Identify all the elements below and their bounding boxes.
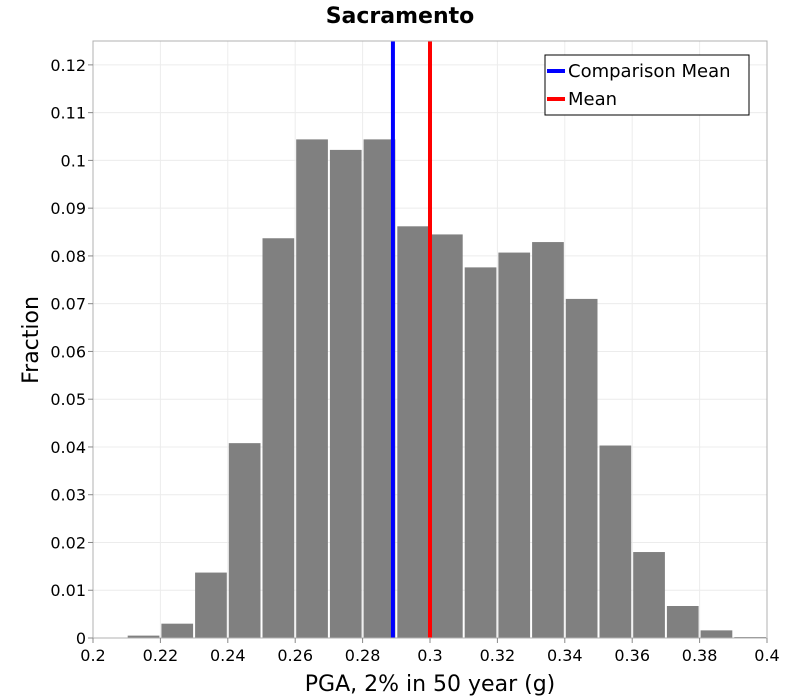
y-tick-label: 0.11 [50, 104, 86, 123]
legend-box [544, 54, 750, 116]
y-tick-label: 0.08 [50, 247, 86, 266]
x-tick-label: 0.4 [754, 646, 779, 665]
histogram-bar [296, 139, 328, 638]
y-axis-label: Fraction [19, 296, 44, 384]
y-tick-label: 0.1 [61, 151, 86, 170]
x-tick-label: 0.28 [345, 646, 381, 665]
y-tick-label: 0.07 [50, 295, 86, 314]
y-axis-ticks: 0 0.01 0.02 0.03 0.04 0.05 0.06 0.07 0.08 0.09 0.1… [50, 56, 93, 648]
histogram-bar [262, 238, 295, 639]
y-tick-label: 0.12 [50, 56, 86, 75]
legend-label-mean: Mean [568, 89, 617, 110]
x-tick-label: 0.38 [682, 646, 718, 665]
legend: Comparison Mean Mean [544, 54, 750, 116]
x-tick-label: 0.32 [480, 646, 516, 665]
y-tick-label: 0.05 [50, 390, 86, 409]
legend-label-comparison-mean: Comparison Mean [568, 61, 731, 82]
histogram-bar [127, 635, 160, 638]
x-tick-label: 0.34 [547, 646, 583, 665]
x-tick-label: 0.24 [210, 646, 246, 665]
y-tick-label: 0.03 [50, 486, 86, 505]
histogram-bar [666, 606, 699, 638]
y-tick-label: 0.09 [50, 199, 86, 218]
histogram-bar [329, 149, 362, 638]
histogram-bar [228, 443, 261, 638]
x-tick-label: 0.36 [614, 646, 650, 665]
histogram-bar [498, 252, 531, 639]
bars [127, 139, 766, 639]
mean-lines [390, 41, 432, 638]
histogram-bar [195, 572, 227, 638]
x-tick-label: 0.3 [417, 646, 442, 665]
histogram-bar [397, 226, 429, 638]
x-tick-label: 0.2 [80, 646, 105, 665]
y-tick-label: 0.01 [50, 581, 86, 600]
histogram-bar [700, 630, 733, 638]
chart-title: Sacramento [326, 4, 475, 29]
x-tick-label: 0.26 [277, 646, 313, 665]
histogram-bar [431, 234, 463, 639]
x-tick-label: 0.22 [143, 646, 179, 665]
histogram-bar [464, 267, 497, 638]
histogram-bar [363, 139, 396, 638]
y-tick-label: 0.06 [50, 342, 86, 361]
y-tick-label: 0.02 [50, 533, 86, 552]
histogram-bar [599, 445, 632, 638]
histogram-bar [532, 242, 564, 639]
x-axis-ticks: 0.2 0.22 0.24 0.26 0.28 0.3 0.32 0.34 0.36 0.38 0.… [80, 638, 780, 665]
y-tick-label: 0.04 [50, 438, 86, 457]
histogram-bar [633, 552, 665, 638]
histogram-bar [161, 623, 194, 638]
x-axis-label: PGA, 2% in 50 year (g) [305, 672, 556, 697]
y-tick-label: 0 [76, 629, 86, 648]
histogram-bar [565, 298, 598, 638]
